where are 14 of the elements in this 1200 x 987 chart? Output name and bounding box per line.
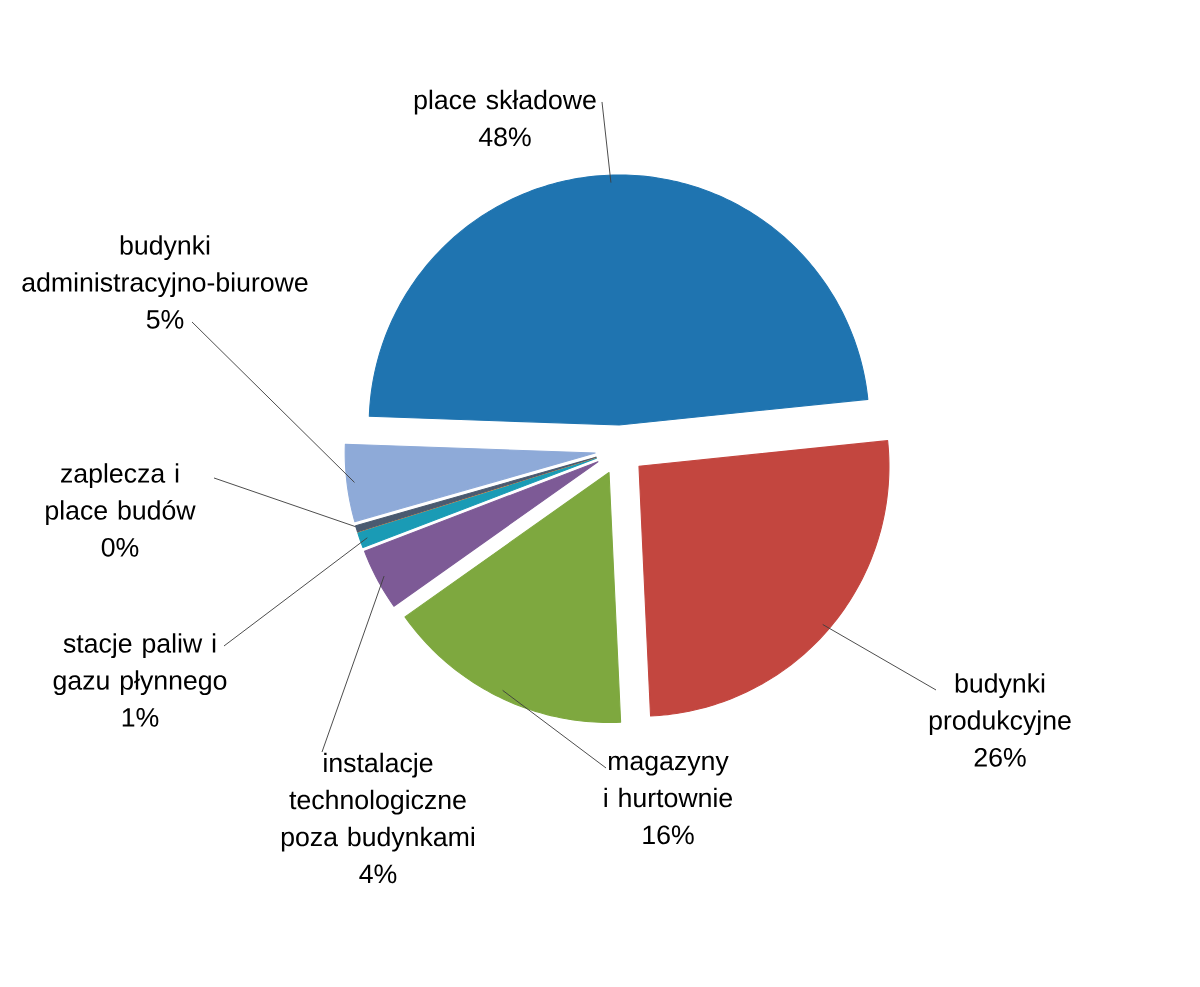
slice-label: stacje paliw i gazu płynnego <box>53 633 227 696</box>
category-label: zaplecza i place budów <box>46 463 196 526</box>
slice-label: magazyny i hurtownie <box>604 755 732 808</box>
data-label: 48% <box>478 127 531 147</box>
data-label: 5% <box>146 310 184 329</box>
slice-label: budynki produkcyjne <box>929 673 1071 736</box>
data-label: 4% <box>359 864 397 884</box>
slice-label: budynki administracyjno-biurowe <box>22 235 308 298</box>
slice-label: instalacje technologiczne poza budynkami <box>281 752 474 852</box>
text: 0% <box>101 537 139 557</box>
data-label: 1% <box>122 708 159 727</box>
data-label: 26% <box>974 747 1026 767</box>
slice-label: place składowe <box>414 89 596 115</box>
data-label: 16% <box>643 825 694 845</box>
